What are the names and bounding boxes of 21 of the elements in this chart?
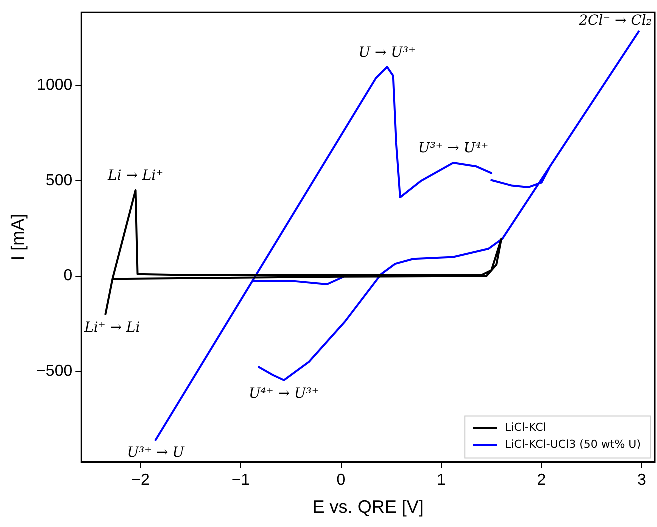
y-tick-label: 500 [46, 172, 73, 190]
x-axis-title: E vs. QRE [V] [312, 497, 424, 518]
annotation: 2Cl⁻ → Cl₂ [578, 13, 652, 30]
x-tick-label: −1 [232, 472, 250, 490]
annotation: Li → Li⁺ [106, 168, 164, 184]
y-axis-title: I [mA] [8, 214, 28, 261]
x-tick-label: 2 [537, 472, 546, 490]
x-tick-label: −2 [132, 472, 150, 490]
y-tick-label: 1000 [37, 77, 73, 94]
annotation: U³⁺ → U⁴⁺ [418, 140, 489, 157]
y-tick-label: −500 [36, 363, 73, 380]
legend-label: LiCl-KCl [505, 421, 546, 434]
annotation: U → U³⁺ [358, 44, 416, 61]
annotation: U³⁺ → U [127, 444, 186, 461]
annotation: U⁴⁺ → U³⁺ [249, 386, 320, 402]
x-tick-label: 1 [437, 472, 446, 490]
y-tick-label: 0 [64, 268, 73, 285]
x-tick-label: 3 [638, 472, 647, 490]
legend-label: LiCl-KCl-UCl3 (50 wt% U) [505, 438, 642, 452]
x-tick-label: 0 [336, 472, 346, 490]
annotation: Li⁺ → Li [84, 320, 140, 336]
